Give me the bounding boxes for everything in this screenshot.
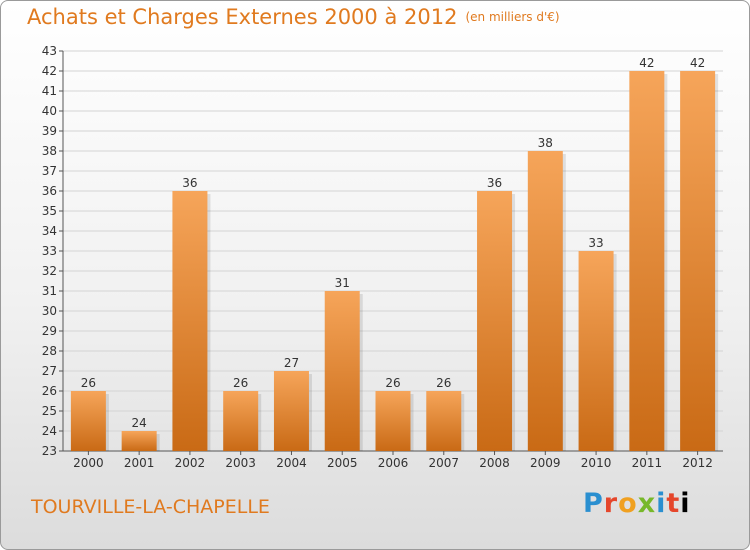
y-tick-label: 37	[42, 164, 57, 178]
logo-letter: i	[680, 488, 691, 519]
x-tick-label: 2010	[581, 456, 612, 470]
x-tick-label: 2001	[124, 456, 155, 470]
bar-value-label: 31	[335, 276, 350, 290]
x-tick-label: 2000	[73, 456, 104, 470]
bar	[426, 391, 462, 451]
bar	[680, 71, 716, 451]
y-tick-label: 39	[42, 124, 57, 138]
logo-letter: x	[637, 488, 657, 519]
x-tick-label: 2004	[276, 456, 307, 470]
x-tick-label: 2007	[428, 456, 459, 470]
bar-value-label: 26	[233, 376, 248, 390]
y-tick-label: 32	[42, 264, 57, 278]
logo-letter: r	[603, 488, 619, 519]
y-tick-label: 25	[42, 404, 57, 418]
bar-value-label: 26	[385, 376, 400, 390]
bar	[121, 431, 157, 451]
y-tick-label: 43	[42, 44, 57, 58]
y-tick-label: 41	[42, 84, 57, 98]
bar	[324, 291, 360, 451]
bar	[477, 191, 513, 451]
bar-value-label: 33	[588, 236, 603, 250]
y-tick-label: 33	[42, 244, 57, 258]
y-tick-label: 26	[42, 384, 57, 398]
x-tick-label: 2003	[225, 456, 256, 470]
logo-letter: t	[666, 488, 681, 519]
y-tick-label: 36	[42, 184, 57, 198]
chart-title: Achats et Charges Externes 2000 à 2012 (e…	[27, 5, 560, 29]
y-tick-label: 24	[42, 424, 57, 438]
y-tick-label: 40	[42, 104, 57, 118]
logo-letter: P	[583, 488, 604, 519]
data-labels: 26 24 36 26 27 31 26 26 36 38 33 42 42	[81, 56, 706, 430]
x-tick-label: 2012	[682, 456, 713, 470]
bar	[223, 391, 259, 451]
bar-value-label: 42	[639, 56, 654, 70]
y-tick-label: 29	[42, 324, 57, 338]
y-tick-label: 31	[42, 284, 57, 298]
bar	[578, 251, 614, 451]
bar-value-label: 38	[538, 136, 553, 150]
x-tick-label: 2009	[530, 456, 561, 470]
bar-value-label: 24	[132, 416, 147, 430]
proxiti-logo: Proxiti	[583, 488, 691, 519]
bar-value-label: 26	[436, 376, 451, 390]
title-unit: (en milliers d'€)	[465, 10, 560, 24]
y-tick-label: 23	[42, 444, 57, 458]
bar	[375, 391, 411, 451]
bar	[172, 191, 208, 451]
bar-value-label: 36	[182, 176, 197, 190]
bars	[70, 71, 719, 451]
x-tick-label: 2006	[378, 456, 409, 470]
y-tick-label: 35	[42, 204, 57, 218]
y-tick-label: 34	[42, 224, 57, 238]
x-tick-label: 2002	[175, 456, 206, 470]
y-tick-label: 38	[42, 144, 57, 158]
x-tick-label: 2005	[327, 456, 358, 470]
bar	[70, 391, 106, 451]
y-tick-label: 27	[42, 364, 57, 378]
logo-letter: o	[618, 488, 638, 519]
bar	[629, 71, 665, 451]
logo-letter: i	[656, 488, 667, 519]
commune-name: TOURVILLE-LA-CHAPELLE	[31, 496, 270, 518]
bar-value-label: 42	[690, 56, 705, 70]
bar	[273, 371, 309, 451]
bar	[527, 151, 563, 451]
title-text: Achats et Charges Externes 2000 à 2012	[27, 5, 458, 29]
bar-value-label: 26	[81, 376, 96, 390]
bar-value-label: 27	[284, 356, 299, 370]
bar-value-label: 36	[487, 176, 502, 190]
x-tick-label: 2008	[479, 456, 510, 470]
y-tick-label: 42	[42, 64, 57, 78]
y-tick-label: 28	[42, 344, 57, 358]
x-tick-label: 2011	[632, 456, 663, 470]
y-tick-label: 30	[42, 304, 57, 318]
